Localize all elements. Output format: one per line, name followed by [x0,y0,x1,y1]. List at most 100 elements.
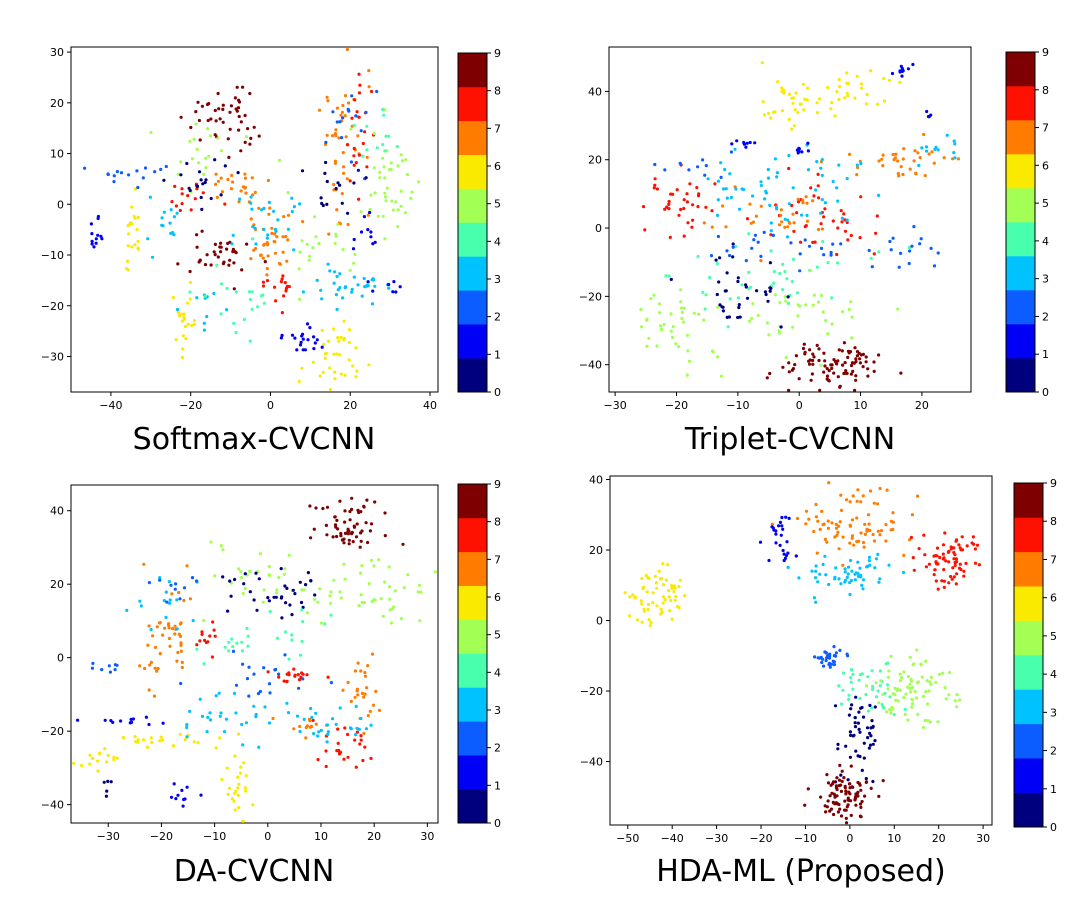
data-point-class-9 [233,96,237,100]
data-point-class-5 [268,573,272,578]
data-points [639,61,961,392]
data-point-class-5 [645,318,649,322]
data-point-class-6 [237,732,241,736]
data-point-class-6 [112,755,116,759]
data-point-class-3 [286,711,291,715]
data-point-class-6 [336,336,340,340]
data-point-class-5 [378,176,382,180]
data-point-class-0 [219,193,223,197]
data-point-class-9 [832,812,836,817]
data-point-class-0 [736,315,740,320]
data-point-class-2 [803,238,807,242]
data-point-class-8 [932,554,936,558]
data-point-class-8 [643,228,647,232]
data-point-class-5 [944,697,948,701]
data-point-class-2 [83,166,87,170]
data-point-class-0 [836,742,840,747]
data-point-class-5 [359,571,363,575]
data-point-class-7 [271,716,275,721]
data-point-class-0 [745,296,750,300]
data-point-class-2 [283,653,287,657]
data-point-class-9 [808,348,812,352]
data-point-class-2 [91,661,95,666]
data-point-class-7 [173,632,177,636]
data-point-class-5 [188,139,192,143]
data-point-class-8 [352,154,356,158]
data-point-class-7 [216,179,220,183]
data-point-class-9 [218,245,222,249]
data-point-class-8 [316,758,320,762]
data-point-class-2 [112,180,116,184]
data-point-class-8 [365,165,369,169]
data-point-class-3 [738,207,742,211]
data-point-class-3 [315,278,319,282]
data-point-class-2 [113,668,117,672]
data-point-class-7 [161,633,165,637]
data-point-class-9 [851,369,855,373]
data-point-class-9 [844,369,848,373]
data-point-class-1 [90,232,94,236]
data-point-class-7 [243,176,247,180]
data-point-class-4 [857,678,861,682]
data-point-class-9 [853,798,857,802]
data-point-class-5 [850,336,854,340]
data-point-class-7 [902,147,906,151]
colorbar-segment-1 [1006,324,1035,359]
data-point-class-3 [168,221,172,225]
data-point-class-0 [871,742,875,746]
data-point-class-5 [368,207,372,211]
data-point-class-3 [341,296,345,300]
data-point-class-2 [839,242,843,246]
data-point-class-0 [313,593,317,597]
data-point-class-8 [293,673,297,677]
data-point-class-7 [332,182,336,187]
data-point-class-9 [863,794,867,798]
data-point-class-3 [333,270,337,274]
data-point-class-8 [186,194,190,198]
data-point-class-3 [298,729,302,734]
data-point-class-0 [204,178,208,182]
colorbar-tick-label: 5 [1050,630,1057,643]
data-point-class-7 [805,201,809,205]
data-point-class-0 [721,305,725,309]
data-point-class-7 [848,541,852,545]
data-point-class-9 [899,371,903,375]
data-point-class-6 [628,595,632,599]
data-point-class-8 [282,294,286,298]
data-point-class-5 [391,208,395,212]
data-point-class-5 [372,564,376,568]
y-tick-label: 0 [57,652,64,665]
data-point-class-6 [333,370,337,374]
data-point-class-9 [213,133,217,137]
data-point-class-7 [889,519,894,523]
y-tick-label: 40 [589,474,603,487]
data-point-class-8 [204,640,208,645]
data-point-class-5 [195,147,199,151]
data-point-class-8 [284,289,288,293]
data-point-class-7 [147,624,151,628]
data-point-class-2 [899,251,903,255]
data-point-class-8 [960,535,964,539]
data-point-class-7 [334,128,338,132]
data-point-class-9 [216,255,220,259]
data-point-class-4 [869,256,873,260]
data-point-class-3 [858,566,862,570]
data-point-class-1 [391,290,395,294]
data-point-class-9 [836,810,841,814]
colorbar-tick-label: 1 [494,779,501,792]
data-point-class-9 [856,790,860,795]
data-point-class-5 [919,662,923,666]
data-point-class-9 [844,821,849,825]
data-point-class-1 [199,793,203,797]
data-point-class-7 [930,150,934,154]
data-point-class-5 [207,154,211,158]
data-point-class-6 [196,741,200,745]
data-point-class-1 [90,239,94,243]
data-point-class-6 [328,387,332,392]
data-point-class-0 [852,733,856,737]
data-point-class-0 [236,171,240,175]
data-point-class-0 [309,579,313,583]
data-point-class-0 [839,773,843,777]
